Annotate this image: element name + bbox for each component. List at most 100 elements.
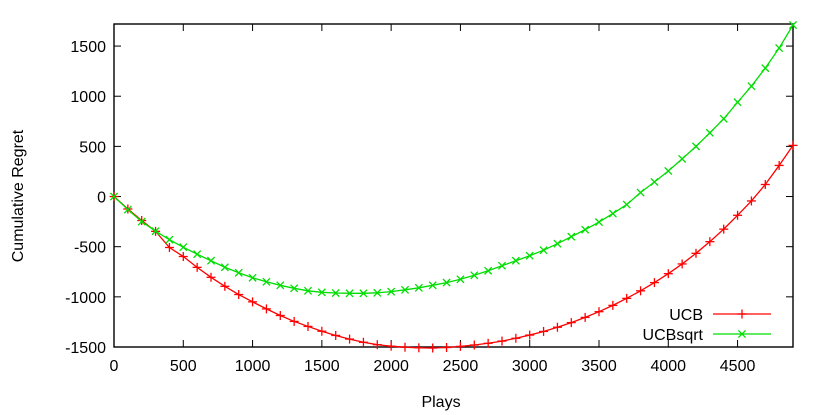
data-point [414,283,423,292]
data-point [400,285,410,294]
data-point [719,224,729,234]
x-tick-label: 4500 [720,358,756,375]
data-point [276,281,285,290]
data-point [664,166,673,176]
data-point [483,338,493,348]
data-point [455,341,465,351]
data-point [428,281,437,290]
data-point [387,287,396,296]
x-axis: 0 500 1000 1500 2000 2500 3000 3500 4000 4500 [110,24,756,375]
data-point [581,225,590,234]
y-tick-label: 500 [79,139,106,156]
x-tick-label: 3500 [581,358,617,375]
data-point [317,288,326,297]
y-tick-label: 1000 [70,89,106,106]
data-point [178,252,188,262]
data-point [220,281,230,291]
data-point [262,277,271,286]
data-point [774,160,784,170]
data-point [691,142,701,151]
data-point [594,307,604,317]
series-layer [109,20,798,353]
data-point [511,256,520,265]
data-point [470,271,479,280]
data-point [261,304,271,314]
data-point [248,297,258,307]
data-point [331,288,340,298]
data-point [220,263,229,272]
data-point [206,272,216,282]
data-point [733,98,742,107]
data-point [484,266,493,275]
data-point [109,192,119,201]
data-point [691,248,701,258]
data-point [760,179,770,189]
data-point [317,326,327,336]
x-tick-label: 4000 [650,358,686,375]
x-tick-label: 500 [170,358,197,375]
data-point [442,343,452,353]
data-point [746,196,756,206]
data-point [525,330,535,340]
data-point [373,288,382,297]
y-axis: -1500 -1000 -500 0 500 1000 1500 [65,39,793,357]
data-point [705,128,714,137]
data-point [345,289,354,298]
data-point [192,262,202,272]
data-point [289,316,299,326]
data-point [358,337,368,347]
plot-border [113,23,794,348]
data-point [608,300,618,310]
data-point [622,293,632,303]
legend-marker [737,329,747,339]
data-point [650,177,659,187]
data-point [165,235,174,244]
data-point [151,227,160,236]
data-point [345,334,355,344]
data-point [580,312,590,322]
data-point [137,216,147,226]
legend-marker [737,309,747,319]
data-point [234,290,244,300]
data-point [761,64,770,73]
data-point [164,242,174,252]
data-point [206,256,216,265]
data-point [636,188,645,197]
data-point [414,343,424,353]
y-tick-label: 0 [97,190,106,207]
data-point [747,82,756,91]
legend-item: UCBsqrt [643,327,771,344]
series-ucb [109,140,798,353]
legend-label: UCBsqrt [643,327,704,344]
data-point [705,237,715,247]
x-axis-label: Plays [421,394,460,411]
data-point [636,286,646,296]
plot-frame [113,23,794,348]
data-point [775,44,784,53]
data-point [372,340,382,350]
data-point [497,336,507,346]
y-tick-label: 1500 [70,39,106,56]
legend-label: UCB [669,307,703,324]
data-point [511,333,521,343]
data-point [788,20,798,30]
x-tick-label: 0 [110,358,119,375]
data-point [303,286,313,295]
x-tick-label: 1500 [304,358,340,375]
data-point [788,140,798,150]
data-point [331,330,341,340]
x-tick-label: 2500 [443,358,479,375]
legend-item: UCB [669,307,771,324]
series-line [113,145,794,349]
x-tick-label: 3000 [512,358,548,375]
data-point [469,340,479,350]
data-point [248,273,257,282]
data-point [553,239,562,248]
data-point [566,318,576,328]
data-point [137,217,146,226]
data-point [456,275,465,284]
data-point [234,268,243,277]
data-point [539,246,548,255]
data-point [290,284,299,293]
data-point [733,210,743,220]
